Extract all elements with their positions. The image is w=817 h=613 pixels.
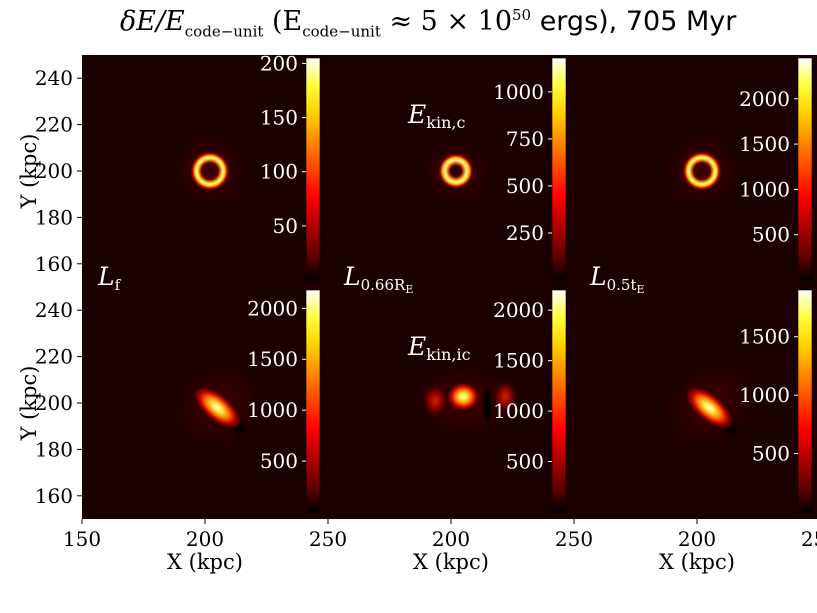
title-delta-e: δE/E <box>120 6 185 37</box>
colorbar-tick-label: 2000 <box>739 87 790 111</box>
heatmap-panel <box>82 55 328 287</box>
colorbar-tick-label: 250 <box>506 221 544 245</box>
title-exp: 50 <box>512 6 532 24</box>
colorbar-tick-label: 1500 <box>247 347 298 371</box>
colorbar-tick-label: 500 <box>260 449 298 473</box>
title-sub: code−unit <box>184 22 264 41</box>
ring-feature <box>189 150 231 192</box>
x-axis-label: X (kpc) <box>167 550 243 574</box>
y-axis-label: Y (kpc) <box>17 134 41 210</box>
colorbar-tick-label: 1000 <box>739 383 790 407</box>
colorbar-tick-label: 150 <box>260 106 298 130</box>
colorbar-tick-label: 200 <box>260 51 298 75</box>
y-tick-label: 180 <box>35 437 73 461</box>
heatmap-panel <box>328 55 574 287</box>
heatmap-panel <box>82 287 328 519</box>
y-tick-label: 220 <box>35 345 73 369</box>
colorbar-tick-label: 100 <box>260 160 298 184</box>
heatmap-panel <box>574 287 817 519</box>
colorbar-tick-label: 1500 <box>739 325 790 349</box>
colorbar-tick-label: 1000 <box>247 398 298 422</box>
blob-feature <box>192 385 242 430</box>
side-lobe-right <box>492 378 519 415</box>
x-axis-label: X (kpc) <box>413 550 489 574</box>
colorbar <box>797 289 813 513</box>
title-paren-sub: code−unit <box>302 22 381 41</box>
y-tick-label: 240 <box>35 298 73 322</box>
colorbar <box>551 289 567 513</box>
blob-shadow <box>482 382 493 427</box>
x-tick-label: 250 <box>309 527 347 551</box>
x-tick-label: 200 <box>678 527 716 551</box>
colorbar-tick-label: 1000 <box>493 80 544 104</box>
ring-feature <box>437 152 475 190</box>
x-tick-label: 150 <box>63 527 101 551</box>
x-tick-label: 250 <box>555 527 593 551</box>
title-paren: (E <box>263 6 303 37</box>
y-tick-label: 200 <box>35 159 73 183</box>
colorbar <box>305 57 321 281</box>
x-tick-label: 250 <box>801 527 817 551</box>
colorbar-tick-label: 1500 <box>493 349 544 373</box>
colorbar-tick-label: 500 <box>752 223 790 247</box>
heatmap-panel <box>328 287 574 519</box>
blob-feature <box>446 381 481 412</box>
colorbar <box>551 57 567 281</box>
colorbar-tick-label: 1000 <box>739 177 790 201</box>
heatmap-panel <box>574 55 817 287</box>
x-tick-label: 200 <box>432 527 470 551</box>
y-tick-label: 220 <box>35 113 73 137</box>
x-axis-label: X (kpc) <box>659 550 735 574</box>
colorbar-tick-label: 50 <box>273 214 298 238</box>
colorbar-tick-label: 1000 <box>493 399 544 423</box>
colorbar-tick-label: 500 <box>752 442 790 466</box>
y-tick-label: 180 <box>35 205 73 229</box>
ring-feature <box>681 150 723 192</box>
title-units: ergs), 705 Myr <box>531 6 737 37</box>
colorbar-tick-label: 750 <box>506 127 544 151</box>
y-axis-label: Y (kpc) <box>17 366 41 442</box>
colorbar <box>305 289 321 513</box>
colorbar-tick-label: 500 <box>506 450 544 474</box>
colorbar-tick-label: 2000 <box>493 298 544 322</box>
colorbar-tick-label: 500 <box>506 174 544 198</box>
figure-title: δE/Ecode−unit (Ecode−unit ≈ 5 × 1050 erg… <box>120 6 736 41</box>
x-tick-label: 200 <box>186 527 224 551</box>
y-tick-label: 200 <box>35 391 73 415</box>
colorbar-tick-label: 1500 <box>739 132 790 156</box>
colorbar <box>797 57 813 281</box>
title-approx: ≈ 5 × 10 <box>380 6 513 37</box>
y-tick-label: 160 <box>35 484 73 508</box>
y-tick-label: 240 <box>35 66 73 90</box>
side-lobe-left <box>421 382 450 419</box>
colorbar-tick-label: 2000 <box>247 296 298 320</box>
blob-feature <box>684 385 734 430</box>
y-tick-label: 160 <box>35 252 73 276</box>
